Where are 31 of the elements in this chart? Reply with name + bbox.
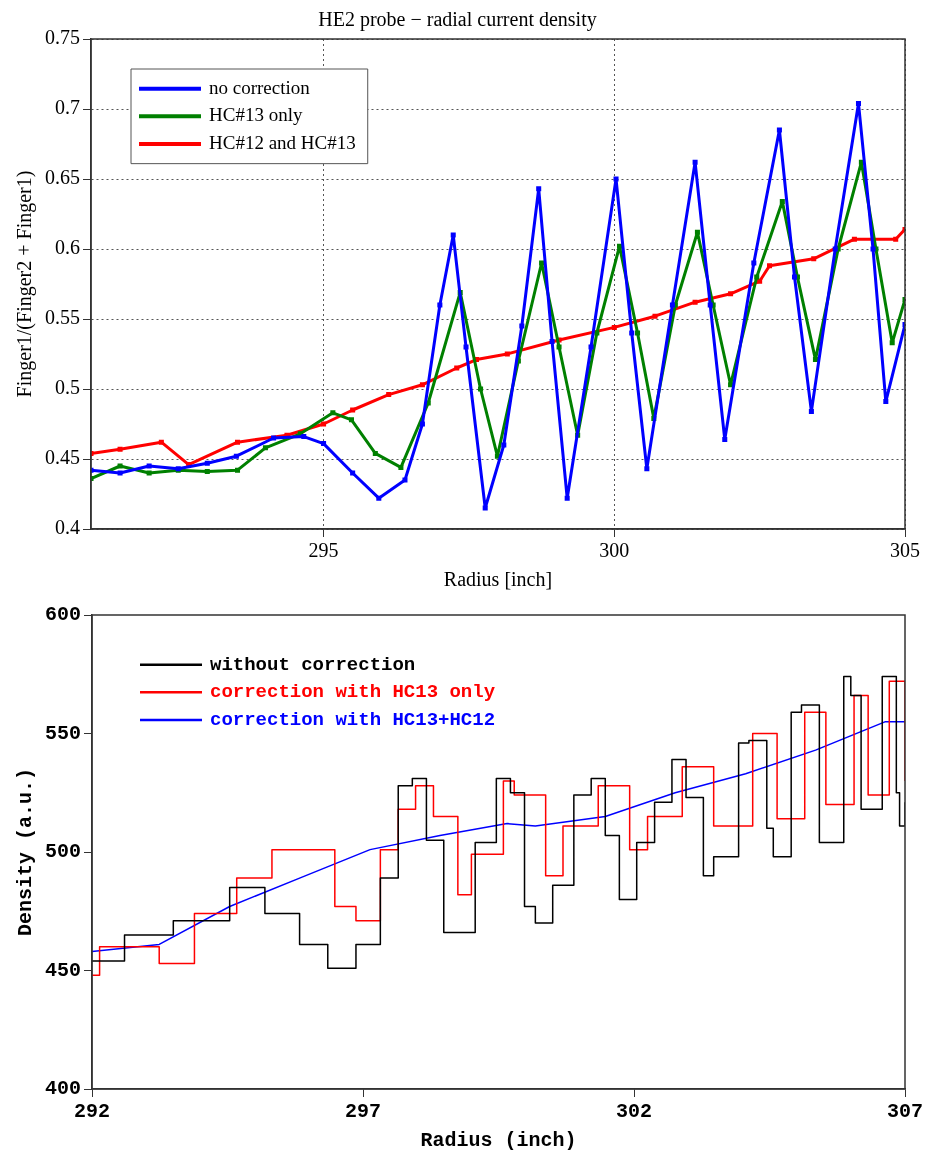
y-tick-label: 0.7 <box>55 96 80 119</box>
y-tick-label: 500 <box>44 840 82 864</box>
y-tick-label: 0.75 <box>45 26 80 49</box>
legend-label: HC#12 and HC#13 <box>209 131 356 153</box>
y-tick-label: 450 <box>44 958 82 982</box>
y-axis-title: Finger1/(Finger2 + Finger1) <box>13 170 37 398</box>
x-tick-label: 302 <box>615 1100 653 1124</box>
y-tick-label: 600 <box>44 603 82 627</box>
y-tick-label: 0.65 <box>45 166 80 189</box>
y-tick-label: 550 <box>44 721 82 745</box>
y-axis-title: Density (a.u.) <box>14 767 38 937</box>
x-tick-label: 307 <box>886 1100 924 1124</box>
y-tick-label: 0.45 <box>45 446 80 469</box>
legend-label: without correction <box>210 653 416 676</box>
x-tick-label: 300 <box>599 539 630 562</box>
legend-label: HC#13 only <box>209 104 303 126</box>
legend-label: correction with HC13+HC12 <box>210 708 496 731</box>
x-axis-title: Radius (inch) <box>420 1129 577 1153</box>
x-axis-title: Radius [inch] <box>443 568 553 591</box>
y-tick-label: 0.6 <box>55 236 80 259</box>
y-tick-label: 0.55 <box>45 306 80 329</box>
chart-title: HE2 probe − radial current density <box>318 8 597 32</box>
x-tick-label: 292 <box>74 1100 111 1124</box>
x-tick-label: 297 <box>345 1100 382 1124</box>
x-tick-label: 295 <box>308 539 339 562</box>
y-tick-label: 0.5 <box>55 376 80 399</box>
legend-label: correction with HC13 only <box>210 681 496 704</box>
y-tick-label: 400 <box>44 1077 82 1101</box>
x-tick-label: 305 <box>890 539 920 562</box>
legend-label: no correction <box>209 76 311 98</box>
y-tick-label: 0.4 <box>55 516 80 539</box>
